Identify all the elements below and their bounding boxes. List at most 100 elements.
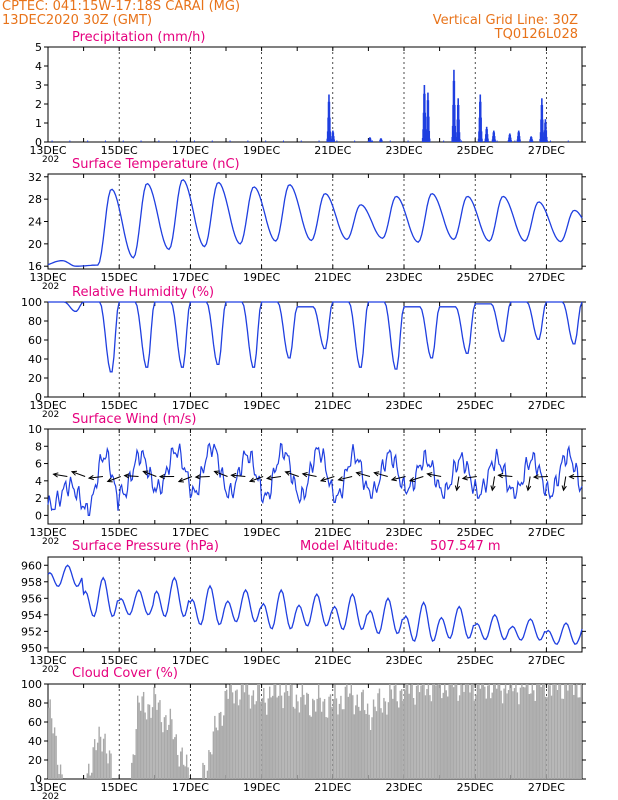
cloud-bar [96, 742, 99, 779]
cloud-bar [240, 684, 243, 779]
date-tick-label: 25DEC [457, 271, 494, 284]
cloud-bar [180, 751, 182, 779]
cloud-bar [444, 684, 446, 779]
cloud-bar [427, 684, 430, 779]
date-tick-label: 23DEC [385, 271, 422, 284]
y-tick-label: 950 [21, 642, 42, 655]
cloud-bar [525, 684, 528, 779]
cloud-bar [230, 684, 232, 779]
cloud-bar [264, 702, 266, 779]
cloud-bar [181, 747, 183, 779]
cloud-bar [174, 737, 176, 779]
precip-bar [458, 119, 460, 142]
cloud-bar [399, 690, 401, 779]
cloud-bar [423, 684, 425, 779]
cloud-bar [91, 772, 93, 779]
wind-arrow [338, 476, 353, 481]
cloud-bar [363, 710, 366, 779]
cloud-bar [349, 693, 351, 779]
precip-bar [428, 130, 431, 142]
cloud-bar [420, 685, 422, 779]
cloud-bar [144, 712, 146, 779]
cloud-bar [378, 688, 381, 779]
wind-arrow-head [319, 476, 327, 482]
cloud-bar [306, 692, 308, 779]
cloud-bar [274, 684, 277, 779]
precip-bar [567, 140, 569, 142]
date-tick-label: 13DEC [29, 271, 66, 284]
cloud-bar [101, 751, 103, 779]
cloud-bar [579, 697, 581, 779]
plot-frame [47, 46, 583, 143]
cloud-bar [138, 702, 140, 779]
date-tick-label: 19DEC [243, 399, 280, 412]
precip-bar [211, 140, 213, 142]
cloud-bar [312, 698, 314, 779]
precip-bar [87, 140, 89, 142]
cloud-bar [402, 701, 404, 779]
cloud-bar [377, 693, 379, 779]
y-tick-label: 10 [28, 423, 42, 436]
date-tick-label: 15DEC [101, 654, 138, 667]
cloud-bar [479, 688, 482, 779]
y-tick-label: 40 [28, 353, 42, 366]
wind-arrow [527, 476, 531, 491]
wind-arrow [491, 476, 496, 491]
precip-bar [532, 140, 534, 142]
cloud-bar [93, 739, 96, 779]
cloud-bar [432, 684, 434, 779]
cloud-bar [565, 684, 568, 779]
wind-arrow-head [87, 474, 94, 481]
precip-bar [176, 140, 178, 142]
cloud-bar [469, 692, 471, 779]
cloud-bar [239, 699, 241, 779]
cloud-bar [533, 690, 535, 779]
year-fragment: 202 [42, 665, 59, 675]
series-line [47, 442, 583, 517]
cloud-bar [304, 704, 307, 779]
grid-note: Vertical Grid Line: 30Z [433, 13, 578, 28]
cloud-bar [187, 767, 189, 779]
cloud-bar [322, 701, 324, 779]
cloud-bar [288, 695, 290, 779]
date-tick-label: 19DEC [243, 526, 280, 539]
model-altitude-value: 507.547 m [430, 539, 501, 554]
cloud-bar [577, 697, 579, 779]
cloud-bar [270, 697, 272, 779]
date-tick-label: 25DEC [457, 781, 494, 794]
cloud-bar [441, 698, 443, 779]
precip-bar [549, 140, 551, 142]
cloud-bar [534, 700, 536, 779]
cloud-bar [550, 695, 553, 779]
cloud-bar [258, 684, 261, 779]
cloud-bar [481, 684, 483, 779]
wind-arrow [427, 473, 442, 477]
run-date: 13DEC2020 30Z (GMT) [2, 13, 152, 28]
cloud-bar [470, 684, 473, 779]
wind-title: Surface Wind (m/s) [72, 412, 196, 427]
temperature-title: Surface Temperature (nC) [72, 157, 240, 172]
wind-arrow [391, 476, 406, 481]
cloud-bar [415, 685, 418, 779]
cloud-bar [475, 694, 477, 779]
precip-bar [247, 140, 249, 142]
cloud-bar [280, 695, 283, 779]
cloud-bar [424, 695, 427, 779]
precip-bar [229, 140, 231, 142]
cloud-bar [524, 687, 526, 779]
precip-bar [487, 140, 490, 142]
precip-bar [510, 140, 512, 142]
precip-bar [333, 139, 335, 142]
cloud-bar [139, 710, 142, 779]
y-tick-label: 4 [35, 475, 42, 488]
y-tick-label: 5 [35, 41, 42, 54]
precip-bar [460, 140, 462, 142]
cloud-bar [555, 684, 557, 779]
cloud-bar [159, 700, 161, 779]
cloud-bar [381, 712, 384, 779]
cloud-bar [206, 770, 209, 779]
station-header: CPTEC: 041:15W-17:18S CARAI (MG) [2, 0, 240, 14]
cloud-bar [541, 684, 544, 779]
wind-arrow [195, 476, 210, 478]
cloud-bar [214, 715, 216, 779]
